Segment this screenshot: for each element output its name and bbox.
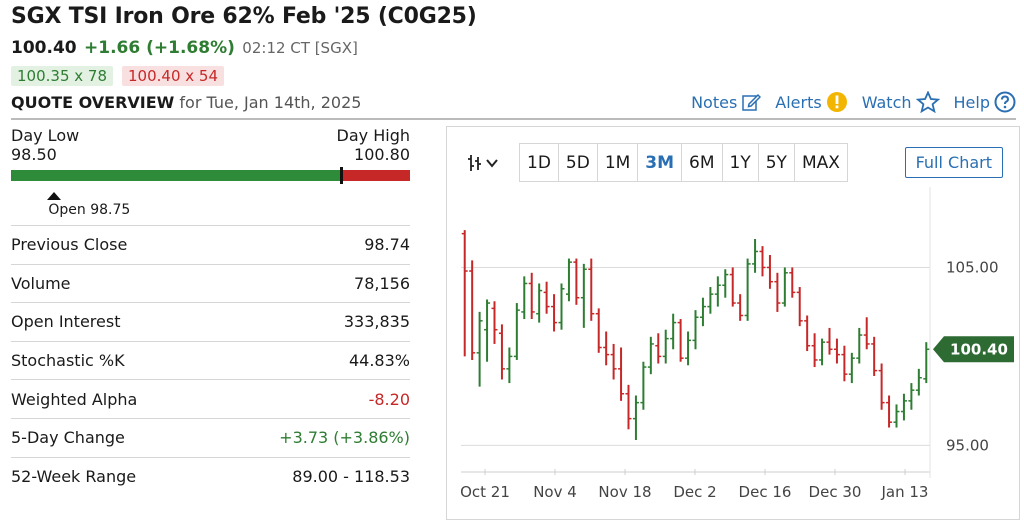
- stat-label: Open Interest: [11, 312, 121, 332]
- x-tick-label: Dec 2: [673, 483, 716, 501]
- alert-icon: [826, 92, 847, 112]
- x-tick-label: Nov 4: [533, 483, 577, 501]
- x-tick-label: Nov 18: [598, 483, 651, 501]
- open-label: Open 98.75: [48, 202, 131, 218]
- ohlc-bar-icon: [468, 154, 481, 171]
- stat-row: Open Interest 333,835: [11, 302, 410, 341]
- stat-value: 333,835: [343, 312, 410, 332]
- price-line: 100.40 +1.66 (+1.68%) 02:12 CT [SGX]: [11, 38, 358, 58]
- stat-label: Weighted Alpha: [11, 389, 138, 409]
- star-icon: [915, 91, 940, 113]
- range-button-5d[interactable]: 5D: [557, 144, 597, 181]
- overview-date: for Tue, Jan 14th, 2025: [179, 93, 362, 112]
- stat-value: -8.20: [368, 389, 410, 409]
- price-chart: Oct 21 Nov 4 Nov 18 Dec 2 Dec 16 Dec 30 Jan 13…: [460, 187, 1014, 501]
- bid-ask: 100.35 x 78 100.40 x 54: [11, 66, 224, 86]
- last-price-tag: [933, 336, 1014, 363]
- header-divider: [11, 118, 1016, 120]
- help-icon: [994, 91, 1016, 113]
- range-button-5y[interactable]: 5Y: [757, 144, 794, 181]
- stats-table: Previous Close 98.74 Volume 78,156 Open Inte…: [11, 225, 410, 495]
- day-high-label: Day High: [336, 126, 410, 145]
- stat-value: +3.73 (+3.86%): [279, 428, 410, 448]
- last-price-marker: [339, 167, 343, 184]
- day-range-bar: Open 98.75: [11, 167, 410, 218]
- stat-row: Volume 78,156: [11, 263, 410, 303]
- day-range-fill: [11, 170, 341, 181]
- stat-label: 52-Week Range: [11, 466, 137, 486]
- alerts-button[interactable]: Alerts: [775, 91, 847, 113]
- chart-type-selector[interactable]: [465, 153, 499, 173]
- instrument-title: SGX TSI Iron Ore 62% Feb '25 (C0G25): [11, 4, 477, 29]
- notes-button[interactable]: Notes: [691, 92, 762, 112]
- stat-label: Volume: [11, 273, 71, 293]
- x-tick-label: Dec 30: [809, 483, 862, 501]
- chart-toolbar: 1D 5D 1M 3M 6M 1Y 5Y MAX: [465, 143, 848, 182]
- notes-label: Notes: [691, 92, 738, 112]
- stat-value: 89.00 - 118.53: [292, 466, 410, 486]
- price-change: +1.66 (+1.68%): [84, 38, 235, 58]
- chart-panel: Oct 21 Nov 4 Nov 18 Dec 2 Dec 16 Dec 30 Jan 13…: [446, 126, 1020, 520]
- range-buttons: 1D 5D 1M 3M 6M 1Y 5Y MAX: [519, 143, 848, 182]
- stat-label: Previous Close: [11, 235, 128, 255]
- chevron-down-icon: [486, 158, 498, 168]
- stat-value: 44.83%: [348, 351, 410, 371]
- stat-row: Previous Close 98.74: [11, 225, 410, 264]
- y-tick-label: 105.00: [946, 258, 999, 276]
- range-button-6m[interactable]: 6M: [681, 144, 721, 181]
- day-high-value: 100.80: [354, 145, 410, 164]
- stat-row: 5-Day Change +3.73 (+3.86%): [11, 417, 410, 457]
- last-price: 100.40: [11, 38, 77, 58]
- day-range: Day Low Day High 98.50 100.80 Open 98.75: [11, 126, 410, 218]
- stat-value: 98.74: [364, 235, 410, 255]
- help-button[interactable]: Help: [954, 91, 1016, 113]
- last-price-tag-label: 100.40: [950, 340, 1008, 358]
- stat-label: Stochastic %K: [11, 351, 125, 371]
- range-button-1y[interactable]: 1Y: [721, 144, 758, 181]
- range-button-1d[interactable]: 1D: [527, 152, 551, 173]
- x-tick-label: Jan 13: [881, 483, 929, 501]
- ask-badge: 100.40 x 54: [122, 66, 224, 86]
- stat-row: 52-Week Range 89.00 - 118.53: [11, 456, 410, 496]
- help-label: Help: [953, 92, 990, 112]
- range-button-max[interactable]: MAX: [793, 144, 847, 181]
- x-tick-label: Oct 21: [460, 483, 510, 501]
- action-bar: Notes Alerts Watch Help: [677, 91, 1016, 113]
- section-title: QUOTE OVERVIEW: [11, 93, 175, 112]
- range-button-1m[interactable]: 1M: [596, 144, 637, 181]
- watch-button[interactable]: Watch: [862, 91, 940, 113]
- x-tick-label: Dec 16: [739, 483, 792, 501]
- full-chart-button[interactable]: Full Chart: [904, 147, 1003, 178]
- day-low-value: 98.50: [11, 145, 57, 164]
- range-button-3m[interactable]: 3M: [637, 144, 681, 181]
- bid-badge: 100.35 x 78: [11, 66, 113, 86]
- open-marker: [47, 192, 62, 200]
- stat-value: 78,156: [354, 273, 410, 293]
- edit-icon: [742, 93, 762, 111]
- y-tick-label: 95.00: [946, 436, 989, 454]
- stat-row: Stochastic %K 44.83%: [11, 340, 410, 380]
- stat-row: Weighted Alpha -8.20: [11, 379, 410, 418]
- quote-overview-heading: QUOTE OVERVIEW for Tue, Jan 14th, 2025: [11, 93, 361, 112]
- day-low-label: Day Low: [11, 126, 80, 145]
- stat-label: 5-Day Change: [11, 428, 125, 448]
- alerts-label: Alerts: [775, 92, 822, 112]
- quote-time: 02:12 CT [SGX]: [242, 39, 358, 57]
- watch-label: Watch: [861, 92, 912, 112]
